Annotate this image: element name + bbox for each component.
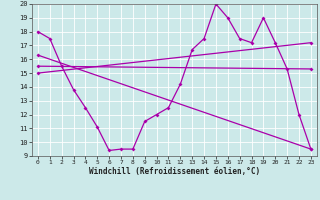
X-axis label: Windchill (Refroidissement éolien,°C): Windchill (Refroidissement éolien,°C) [89, 167, 260, 176]
